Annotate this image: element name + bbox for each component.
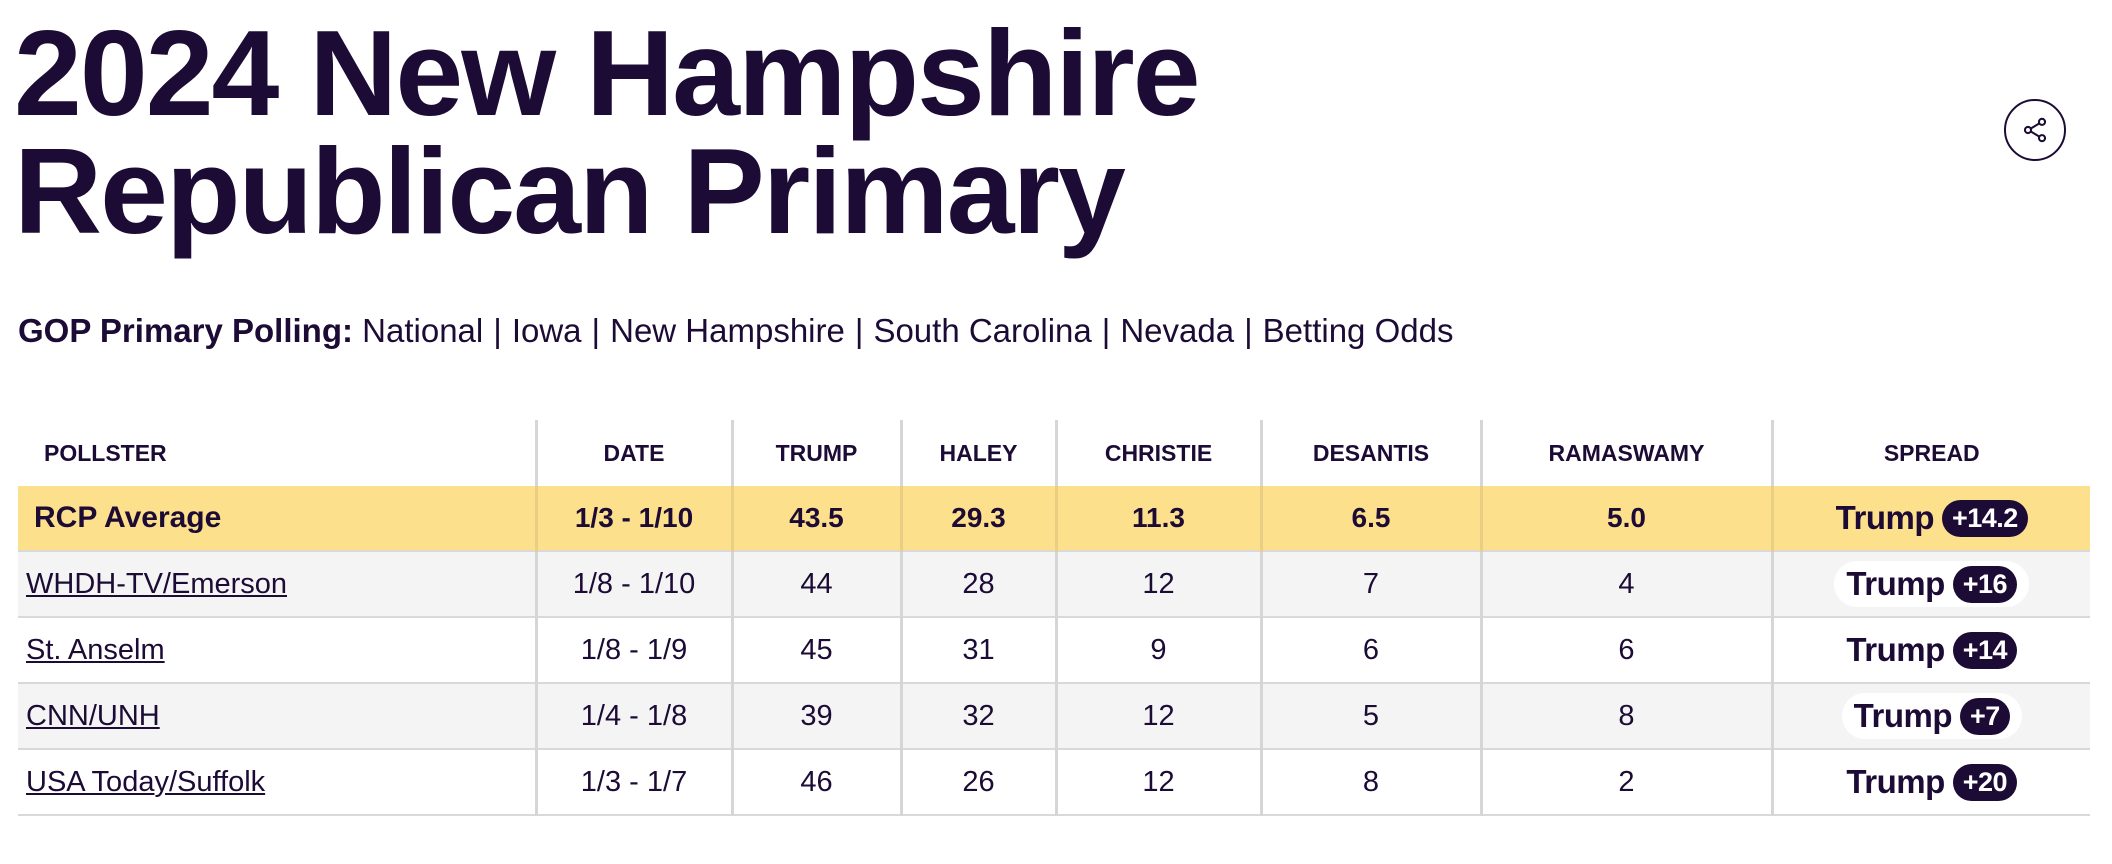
page-title: 2024 New Hampshire Republican Primary: [14, 5, 1201, 259]
page-title-line-2: Republican Primary: [14, 123, 1126, 259]
polls-table: POLLSTER DATE TRUMP HALEY CHRISTIE DESAN…: [18, 420, 2090, 816]
header-ramaswamy: RAMASWAMY: [1479, 420, 1772, 486]
gop-polling-nav: GOP Primary Polling: National | Iowa | New H…: [18, 312, 1453, 350]
christie-cell: 11.3: [1054, 486, 1261, 552]
trump-cell: 43.5: [730, 486, 901, 552]
nav-separator: |: [854, 312, 864, 349]
date-cell: 1/8 - 1/10: [534, 551, 732, 618]
ramaswamy-cell: 8: [1479, 683, 1772, 750]
page-title-line-1: 2024 New Hampshire: [14, 5, 1201, 141]
haley-cell: 29.3: [899, 486, 1056, 552]
nav-lead-label: GOP Primary Polling:: [18, 312, 353, 349]
pollster-link[interactable]: CNN/UNH: [26, 699, 160, 732]
pollster-cell: St. Anselm: [18, 617, 536, 684]
date-cell: 1/3 - 1/7: [534, 749, 732, 816]
spread-indicator: Trump +14: [1834, 627, 2029, 673]
spread-badge: +14.2: [1942, 499, 2028, 537]
desantis-cell: 7: [1259, 551, 1481, 618]
spread-leader: Trump: [1853, 697, 1953, 734]
table-row: WHDH-TV/Emerson 1/8 - 1/10 44 28 12 7 4 …: [18, 551, 2090, 618]
spread-badge: +7: [1960, 697, 2010, 735]
trump-cell: 44: [730, 551, 901, 618]
spread-leader: Trump: [1846, 763, 1945, 800]
header-pollster: POLLSTER: [44, 439, 167, 466]
spread-badge: +14: [1952, 631, 2018, 669]
table-header-row: POLLSTER DATE TRUMP HALEY CHRISTIE DESAN…: [18, 420, 2090, 486]
spread-indicator: Trump +7: [1841, 693, 2022, 739]
ramaswamy-cell: 6: [1479, 617, 1772, 684]
haley-cell: 31: [899, 617, 1056, 684]
nav-link-new-hampshire[interactable]: New Hampshire: [610, 312, 845, 349]
spread-leader: Trump: [1846, 631, 1945, 668]
christie-cell: 12: [1054, 683, 1261, 750]
nav-separator: |: [1101, 312, 1111, 349]
ramaswamy-cell: 4: [1479, 551, 1772, 618]
pollster-link[interactable]: WHDH-TV/Emerson: [26, 567, 288, 600]
desantis-cell: 6.5: [1259, 486, 1481, 552]
ramaswamy-cell: 5.0: [1479, 486, 1772, 552]
spread-indicator: Trump +14.2: [1824, 495, 2040, 541]
header-trump: TRUMP: [730, 420, 901, 486]
spread-indicator: Trump +20: [1834, 759, 2029, 805]
date-cell: 1/4 - 1/8: [534, 683, 732, 750]
haley-cell: 32: [899, 683, 1056, 750]
header-spread: SPREAD: [1770, 420, 2090, 486]
spread-cell: Trump +7: [1770, 683, 2090, 750]
header-desantis: DESANTIS: [1259, 420, 1481, 486]
trump-cell: 46: [730, 749, 901, 816]
pollster-link[interactable]: USA Today/Suffolk: [26, 765, 266, 798]
nav-separator: |: [1244, 312, 1253, 349]
table-row: CNN/UNH 1/4 - 1/8 39 32 12 5 8 Trump +7: [18, 683, 2090, 750]
share-icon: [2023, 117, 2047, 143]
date-cell: 1/8 - 1/9: [534, 617, 732, 684]
table-row: St. Anselm 1/8 - 1/9 45 31 9 6 6 Trump +…: [18, 617, 2090, 684]
header-christie: CHRISTIE: [1054, 420, 1261, 486]
trump-cell: 45: [730, 617, 901, 684]
spread-badge: +20: [1952, 763, 2018, 801]
desantis-cell: 6: [1259, 617, 1481, 684]
christie-cell: 9: [1054, 617, 1261, 684]
nav-link-south-carolina[interactable]: South Carolina: [873, 312, 1092, 349]
pollster-link[interactable]: St. Anselm: [26, 633, 165, 666]
header-date: DATE: [534, 420, 732, 486]
haley-cell: 26: [899, 749, 1056, 816]
spread-cell: Trump +14: [1770, 617, 2090, 684]
spread-cell: Trump +14.2: [1770, 486, 2090, 552]
pollster-cell: WHDH-TV/Emerson: [18, 551, 536, 618]
nav-link-betting-odds[interactable]: Betting Odds: [1262, 312, 1454, 349]
share-button[interactable]: [2004, 99, 2066, 161]
nav-link-iowa[interactable]: Iowa: [511, 312, 582, 349]
spread-badge: +16: [1952, 565, 2018, 603]
date-cell: 1/3 - 1/10: [534, 486, 732, 552]
ramaswamy-cell: 2: [1479, 749, 1772, 816]
nav-separator: |: [493, 312, 502, 349]
desantis-cell: 8: [1259, 749, 1481, 816]
desantis-cell: 5: [1259, 683, 1481, 750]
spread-cell: Trump +16: [1770, 551, 2090, 618]
trump-cell: 39: [730, 683, 901, 750]
pollster-cell: USA Today/Suffolk: [18, 749, 536, 816]
christie-cell: 12: [1054, 551, 1261, 618]
spread-cell: Trump +20: [1770, 749, 2090, 816]
haley-cell: 28: [899, 551, 1056, 618]
christie-cell: 12: [1054, 749, 1261, 816]
spread-indicator: Trump +16: [1834, 561, 2030, 607]
nav-link-national[interactable]: National: [362, 312, 484, 349]
pollster-cell: RCP Average: [18, 486, 536, 552]
rcp-average-row: RCP Average 1/3 - 1/10 43.5 29.3 11.3 6.…: [18, 486, 2090, 552]
pollster-cell: CNN/UNH: [18, 683, 536, 750]
nav-link-nevada[interactable]: Nevada: [1120, 312, 1235, 349]
spread-leader: Trump: [1835, 499, 1935, 536]
nav-separator: |: [591, 312, 601, 349]
table-row: USA Today/Suffolk 1/3 - 1/7 46 26 12 8 2…: [18, 749, 2090, 816]
header-haley: HALEY: [899, 420, 1056, 486]
spread-leader: Trump: [1846, 565, 1945, 602]
